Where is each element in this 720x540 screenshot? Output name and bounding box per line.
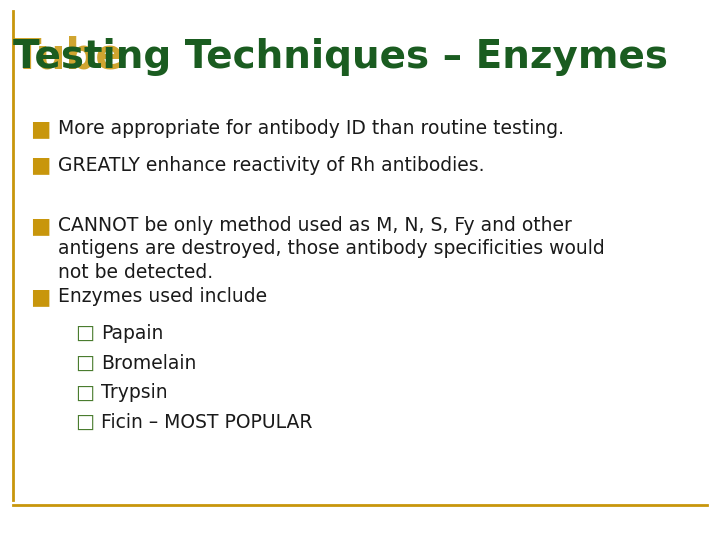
Text: CANNOT be only method used as M, N, S, Fy and other
antigens are destroyed, thos: CANNOT be only method used as M, N, S, F… — [58, 216, 604, 282]
Text: Bromelain: Bromelain — [101, 354, 196, 373]
Text: More appropriate for antibody ID than routine testing.: More appropriate for antibody ID than ro… — [58, 119, 564, 138]
Text: ■: ■ — [30, 156, 50, 176]
Text: Enzymes used include: Enzymes used include — [58, 287, 266, 306]
Text: Testing Techniques – Enzymes: Testing Techniques – Enzymes — [13, 38, 668, 76]
Text: ■: ■ — [30, 119, 50, 139]
Text: ■: ■ — [30, 216, 50, 236]
Text: Trypsin: Trypsin — [101, 383, 168, 402]
Text: Tube: Tube — [13, 36, 125, 78]
Text: Ficin – MOST POPULAR: Ficin – MOST POPULAR — [101, 413, 312, 432]
Text: □: □ — [76, 413, 94, 432]
Text: □: □ — [76, 383, 94, 402]
Text: GREATLY enhance reactivity of Rh antibodies.: GREATLY enhance reactivity of Rh antibod… — [58, 156, 484, 174]
Text: ■: ■ — [30, 287, 50, 307]
Text: Papain: Papain — [101, 324, 163, 343]
Text: □: □ — [76, 354, 94, 373]
Text: □: □ — [76, 324, 94, 343]
